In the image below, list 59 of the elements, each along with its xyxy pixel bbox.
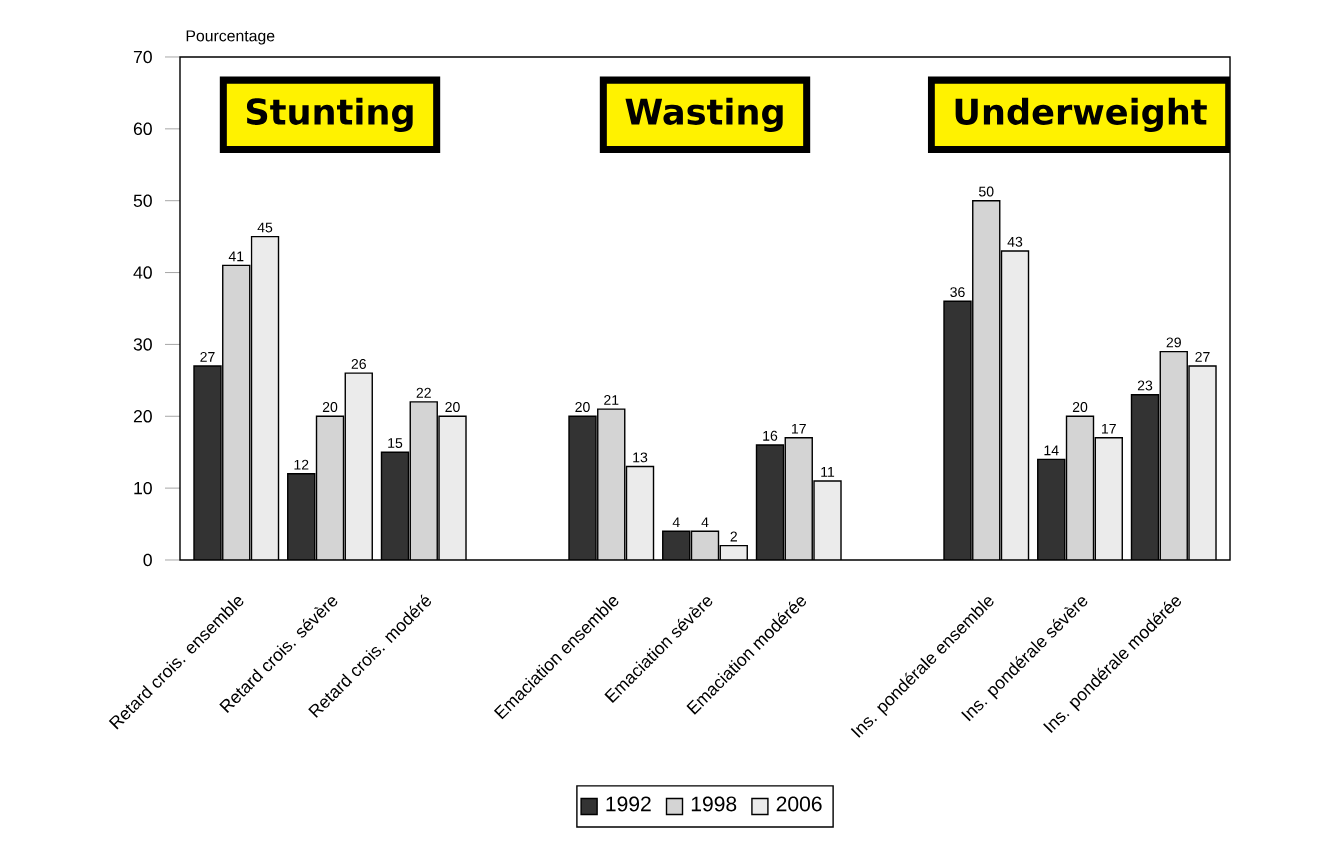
data-label: 20 bbox=[1072, 402, 1088, 413]
bar bbox=[1094, 437, 1123, 560]
data-label: 20 bbox=[445, 402, 460, 413]
bar bbox=[1159, 350, 1188, 560]
y-tick-label: 0 bbox=[143, 553, 152, 567]
bar bbox=[813, 480, 842, 560]
bar bbox=[690, 530, 720, 560]
data-label: 29 bbox=[1166, 337, 1181, 348]
data-label: 26 bbox=[351, 358, 366, 369]
y-tick-label: 40 bbox=[133, 266, 152, 279]
data-label: 45 bbox=[257, 222, 273, 233]
y-tick-label: 30 bbox=[133, 338, 152, 351]
data-label: 23 bbox=[1137, 380, 1153, 391]
data-label: 2 bbox=[730, 531, 737, 542]
legend-label: 1998 bbox=[691, 796, 737, 812]
bar bbox=[222, 264, 251, 560]
y-tick-label: 10 bbox=[134, 481, 152, 495]
data-label: 27 bbox=[1195, 351, 1210, 362]
bar bbox=[1000, 250, 1030, 560]
bar bbox=[409, 401, 438, 560]
annotation: Underweight bbox=[955, 97, 1207, 132]
bar bbox=[597, 408, 626, 560]
y-tick-label: 70 bbox=[133, 50, 152, 64]
bar bbox=[315, 415, 345, 560]
bar bbox=[438, 415, 467, 560]
data-label: 41 bbox=[228, 251, 244, 262]
data-label: 11 bbox=[821, 467, 835, 477]
data-label: 13 bbox=[633, 452, 648, 463]
data-label: 17 bbox=[1101, 423, 1116, 434]
data-label: 12 bbox=[294, 459, 309, 470]
data-label: 27 bbox=[200, 351, 215, 362]
y-tick-label: 50 bbox=[133, 194, 152, 207]
annotation: Wasting bbox=[625, 97, 783, 132]
data-label: 21 bbox=[604, 395, 619, 405]
data-label: 43 bbox=[1007, 236, 1023, 247]
data-label: 16 bbox=[763, 430, 778, 441]
data-label: 50 bbox=[978, 186, 994, 197]
bar bbox=[784, 437, 813, 560]
bar bbox=[625, 465, 655, 560]
legend-label: 1992 bbox=[606, 796, 651, 812]
annotation: Stunting bbox=[246, 97, 413, 132]
data-label: 17 bbox=[791, 423, 806, 434]
data-label: 22 bbox=[416, 387, 431, 398]
data-label: 15 bbox=[388, 438, 403, 448]
data-label: 20 bbox=[575, 402, 590, 413]
bar bbox=[972, 199, 1001, 560]
y-tick-label: 20 bbox=[133, 410, 152, 423]
bar bbox=[250, 235, 280, 560]
data-label: 36 bbox=[950, 287, 965, 298]
bar bbox=[344, 372, 373, 560]
data-label: 20 bbox=[322, 402, 338, 413]
bar bbox=[1065, 415, 1095, 560]
y-tick-label: 60 bbox=[133, 122, 152, 136]
y-axis-title: Pourcentage bbox=[186, 30, 275, 45]
data-label: 4 bbox=[701, 517, 709, 528]
data-label: 4 bbox=[672, 517, 680, 528]
bar bbox=[1188, 365, 1217, 560]
legend-label: 2006 bbox=[776, 796, 822, 812]
data-label: 14 bbox=[1044, 445, 1059, 456]
